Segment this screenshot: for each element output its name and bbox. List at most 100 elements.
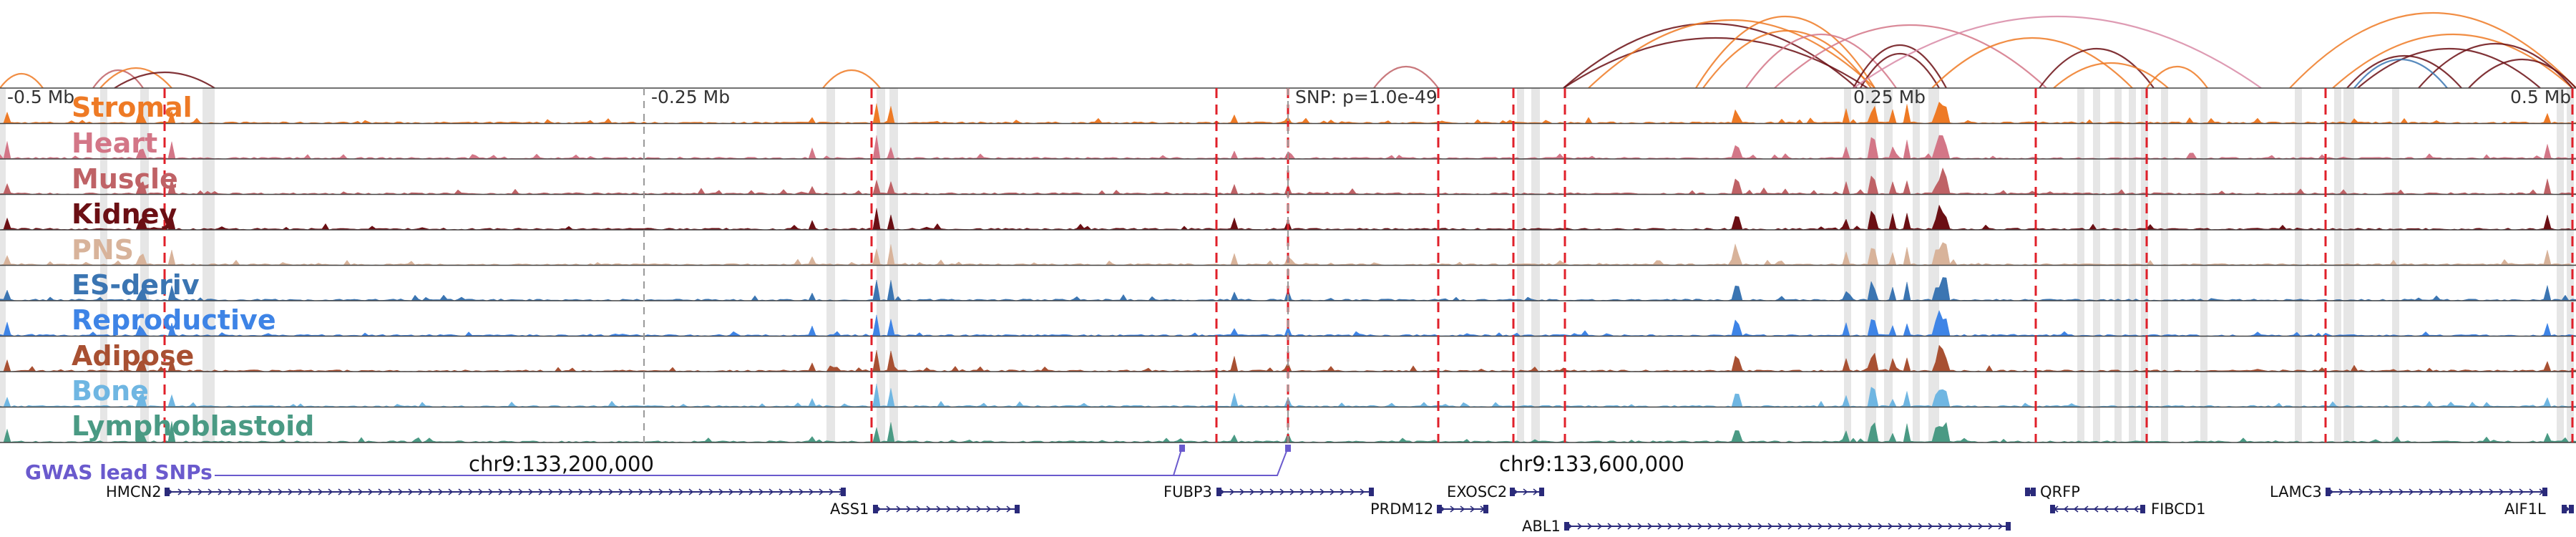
gene-strand-arrow: [278, 488, 283, 495]
gene-strand-arrow: [956, 505, 962, 513]
signal-adipose: [0, 344, 2576, 372]
gene-strand-arrow: [896, 505, 902, 513]
gene-strand-arrow: [678, 488, 684, 495]
gene-strand-arrow: [648, 488, 654, 495]
gene-strand-arrow: [1450, 505, 1455, 513]
gene-strand-arrow: [368, 488, 374, 495]
gene-strand-arrow: [2063, 505, 2069, 513]
gene-exon: [165, 488, 170, 496]
gene-strand-arrow: [966, 505, 972, 513]
gene-label-aif1l: AIF1L: [2504, 500, 2546, 518]
gene-strand-arrow: [187, 488, 193, 495]
gene-exon: [873, 505, 878, 513]
interaction-arc: [1563, 23, 1858, 89]
interaction-arc: [822, 69, 881, 89]
gene-exon: [1564, 522, 1569, 531]
gene-strand-arrow: [946, 505, 952, 513]
track-label-kidney: Kidney: [72, 198, 177, 230]
gene-strand-arrow: [1878, 523, 1883, 530]
gene-strand-arrow: [2083, 505, 2089, 513]
gwas-connector: [215, 447, 1183, 476]
gene-strand-arrow: [1340, 488, 1345, 495]
gene-exon: [841, 488, 846, 496]
gene-strand-arrow: [318, 488, 323, 495]
gene-strand-arrow: [1828, 523, 1833, 530]
gene-strand-arrow: [2509, 488, 2514, 495]
gene-strand-arrow: [1597, 523, 1603, 530]
gene-strand-arrow: [558, 488, 564, 495]
gene-exon: [2031, 488, 2036, 496]
gene-strand-arrow: [1657, 523, 1663, 530]
gene-strand-arrow: [308, 488, 313, 495]
gwas-snp-marker: [1285, 445, 1291, 452]
gene-label-fubp3: FUBP3: [1163, 483, 1212, 500]
gene-label-abl1: ABL1: [1522, 518, 1561, 535]
gene-exon: [2562, 505, 2567, 513]
gene-strand-arrow: [1687, 523, 1693, 530]
gene-strand-arrow: [718, 488, 724, 495]
gene-strand-arrow: [916, 505, 922, 513]
gene-strand-arrow: [458, 488, 464, 495]
gene-strand-arrow: [1988, 523, 1994, 530]
signal-reproductive: [0, 309, 2576, 337]
gene-label-prdm12: PRDM12: [1370, 500, 1433, 518]
gene-strand-arrow: [2358, 488, 2364, 495]
interaction-arc: [99, 67, 172, 89]
gene-strand-arrow: [1908, 523, 1913, 530]
gene-strand-arrow: [1737, 523, 1743, 530]
gene-strand-arrow: [1607, 523, 1613, 530]
gene-exon: [1483, 505, 1488, 513]
gene-strand-arrow: [2459, 488, 2464, 495]
gwas-track: GWAS lead SNPs: [25, 445, 1291, 484]
gene-strand-arrow: [528, 488, 534, 495]
gene-strand-arrow: [789, 488, 794, 495]
gene-strand-arrow: [1299, 488, 1305, 495]
gene-strand-arrow: [926, 505, 932, 513]
gene-strand-arrow: [1998, 523, 2004, 530]
gene-strand-arrow: [2103, 505, 2109, 513]
gene-strand-arrow: [448, 488, 454, 495]
gene-label-hmcn2: HMCN2: [106, 483, 162, 500]
gene-exon: [1015, 505, 1020, 513]
coordinate-label-2: chr9:133,600,000: [1499, 452, 1684, 476]
interaction-arc: [1860, 52, 1940, 89]
track-label-heart: Heart: [72, 127, 157, 159]
gene-label-lamc3: LAMC3: [2270, 483, 2322, 500]
gene-exon: [2326, 488, 2331, 496]
gene-strand-arrow: [1707, 523, 1713, 530]
gene-strand-arrow: [638, 488, 644, 495]
gene-strand-arrow: [738, 488, 744, 495]
gene-strand-arrow: [976, 505, 982, 513]
track-label-lymphoblastoid: Lymphoblastoid: [72, 410, 314, 442]
gene-strand-arrow: [2073, 505, 2079, 513]
gene-strand-arrow: [1717, 523, 1723, 530]
gene-strand-arrow: [1978, 523, 1984, 530]
gene-strand-arrow: [1360, 488, 1365, 495]
gene-exon: [1437, 505, 1442, 513]
gene-strand-arrow: [468, 488, 474, 495]
gene-strand-arrow: [208, 488, 213, 495]
gene-strand-arrow: [1697, 523, 1703, 530]
gene-strand-arrow: [1289, 488, 1295, 495]
gene-strand-arrow: [238, 488, 243, 495]
gene-strand-arrow: [2409, 488, 2414, 495]
gene-strand-arrow: [328, 488, 333, 495]
interaction-arc: [1695, 15, 1875, 89]
gene-strand-arrow: [428, 488, 434, 495]
gene-strand-arrow: [1727, 523, 1733, 530]
gene-strand-arrow: [1848, 523, 1853, 530]
gene-strand-arrow: [758, 488, 764, 495]
gene-strand-arrow: [1938, 523, 1943, 530]
gene-strand-arrow: [388, 488, 394, 495]
gene-strand-arrow: [1533, 488, 1538, 495]
gene-strand-arrow: [578, 488, 584, 495]
gene-exon: [1216, 488, 1221, 496]
gene-strand-arrow: [398, 488, 404, 495]
gene-exon: [1510, 488, 1515, 496]
gene-strand-arrow: [2113, 505, 2119, 513]
track-label-bone: Bone: [72, 375, 149, 407]
gene-strand-arrow: [2529, 488, 2534, 495]
gene-strand-arrow: [1460, 505, 1465, 513]
gene-strand-arrow: [1647, 523, 1653, 530]
gene-strand-arrow: [488, 488, 494, 495]
